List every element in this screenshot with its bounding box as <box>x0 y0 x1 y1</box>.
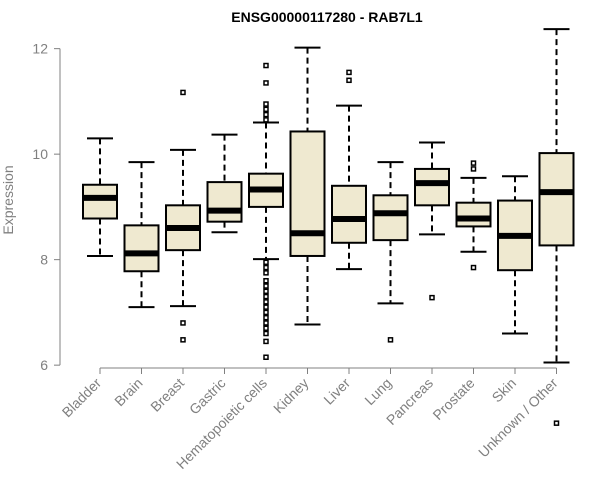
outlier-point <box>180 89 186 96</box>
outlier-point <box>263 293 269 300</box>
outlier-point <box>553 420 560 426</box>
box-iqr <box>331 184 367 244</box>
outlier-point <box>263 314 269 321</box>
box-iqr <box>455 201 492 228</box>
outlier-point <box>263 330 269 337</box>
box-group <box>538 28 575 426</box>
y-tick-label: 10 <box>32 146 48 162</box>
outlier-point <box>346 77 352 84</box>
box-iqr <box>82 183 118 220</box>
outlier-point <box>263 309 269 316</box>
outlier-point <box>263 80 269 86</box>
outlier-point <box>180 337 186 343</box>
x-tick-label: Breast <box>147 375 187 415</box>
box-group <box>82 137 118 257</box>
chart-title: ENSG00000117280 - RAB7L1 <box>231 9 423 25</box>
y-tick-label: 8 <box>40 252 48 268</box>
box-group <box>123 161 160 309</box>
outlier-point <box>263 299 269 305</box>
outlier-point <box>263 278 269 284</box>
box-iqr <box>123 224 160 273</box>
x-tick-label: Kidney <box>270 375 312 417</box>
box-group <box>455 160 492 271</box>
boxes <box>82 28 575 426</box>
outlier-point <box>263 101 269 107</box>
outlier-point <box>263 106 269 113</box>
box-group <box>165 89 201 343</box>
outlier-point <box>470 166 477 172</box>
box-group <box>497 175 533 335</box>
box-iqr <box>414 167 450 207</box>
outlier-point <box>263 283 269 289</box>
box-group <box>331 69 367 271</box>
outlier-point <box>263 304 269 310</box>
outlier-point <box>180 320 186 326</box>
outlier-point <box>387 337 394 343</box>
box-group <box>414 141 450 301</box>
x-tick-label: Unknown / Other <box>475 375 561 461</box>
box-iqr <box>289 130 326 257</box>
outlier-point <box>263 270 269 276</box>
outlier-point <box>263 325 269 331</box>
outlier-point <box>470 160 477 166</box>
outlier-point <box>346 69 352 76</box>
outlier-point <box>263 117 269 123</box>
box-group <box>372 161 409 343</box>
y-tick-label: 12 <box>32 41 48 57</box>
outlier-point <box>263 320 269 326</box>
y-tick-label: 6 <box>40 357 48 373</box>
box-group <box>289 46 326 326</box>
x-tick-label: Liver <box>320 375 353 408</box>
outlier-point <box>263 62 269 69</box>
box-iqr <box>206 181 243 223</box>
x-tick-label: Brain <box>111 375 145 409</box>
x-tick-label: Lung <box>361 375 394 408</box>
outlier-point <box>263 111 269 118</box>
outlier-point <box>263 338 269 345</box>
x-tick-label: Bladder <box>59 375 105 421</box>
x-tick-label: Prostate <box>429 375 477 423</box>
outlier-point <box>429 294 435 301</box>
box-iqr <box>372 194 409 242</box>
outlier-point <box>263 354 269 360</box>
x-tick-label: Skin <box>489 375 520 406</box>
outlier-point <box>263 259 269 266</box>
outlier-point <box>470 264 477 271</box>
outlier-point <box>263 264 269 271</box>
box-iqr <box>538 152 575 247</box>
y-axis-label: Expression <box>0 165 16 234</box>
box-group <box>248 62 284 360</box>
outlier-point <box>263 288 269 295</box>
box-group <box>206 133 243 234</box>
